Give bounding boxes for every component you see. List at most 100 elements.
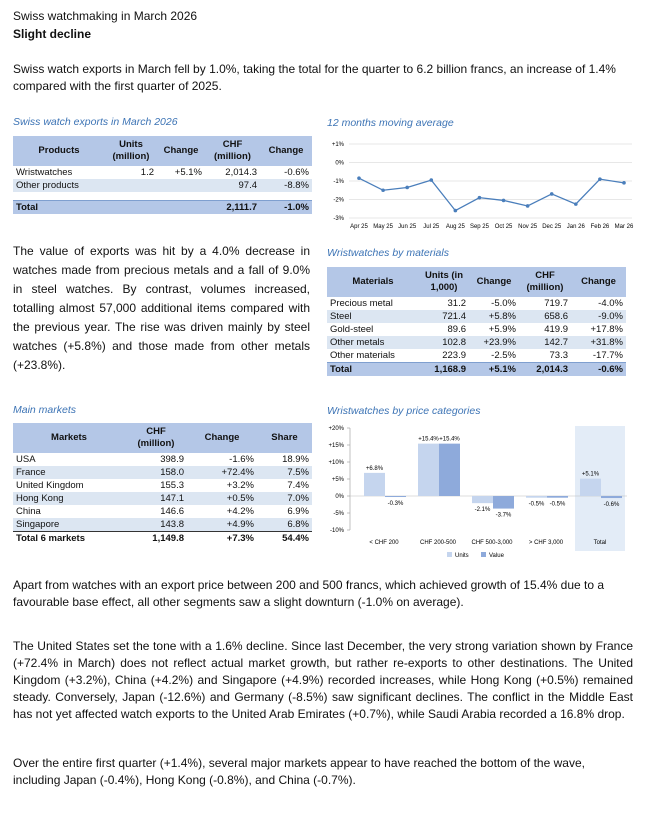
y-tick-label: +5% <box>332 477 345 483</box>
x-tick-label: CHF 200-500 <box>420 540 457 546</box>
table-cell: +4.2% <box>226 506 254 517</box>
table-cell: 223.9 <box>442 350 466 361</box>
column-header: Change <box>260 136 312 166</box>
bar <box>439 443 460 496</box>
data-label: +15.4% <box>439 437 460 443</box>
table-cell: -5.0% <box>491 298 516 309</box>
column-header: Markets <box>13 423 125 453</box>
table-cell: 18.9% <box>282 454 309 465</box>
line-chart: 12 months moving average +1% 0% -1% -2% -3% Ap… <box>327 117 634 230</box>
y-tick-label: -1% <box>333 179 344 185</box>
y-tick-label: -2% <box>333 198 344 204</box>
x-tick-label: < CHF 200 <box>369 540 399 546</box>
y-tick-label: -5% <box>333 511 344 517</box>
table-cell: -0.6% <box>571 362 626 376</box>
empty-cell <box>105 179 157 192</box>
bar <box>493 496 514 509</box>
table-cell: Gold-steel <box>330 324 374 335</box>
table-cell: Singapore <box>13 518 125 532</box>
header-row: Markets CHF (million) Change Share <box>13 423 312 453</box>
table-cell: 6.8% <box>257 518 312 532</box>
data-label: +5.1% <box>582 472 600 478</box>
chart-title: 12 months moving average <box>327 117 454 129</box>
table-cell: 143.8 <box>125 518 187 532</box>
y-tick-label: -3% <box>333 216 344 222</box>
table-row: Wristwatches 1.2 +5.1% 2,014.3 -0.6% <box>13 166 312 179</box>
column-header: Change <box>469 267 519 297</box>
table-cell: +72.4% <box>187 466 257 479</box>
total-row: Total 6 markets 1,149.8 +7.3% 54.4% <box>13 531 312 545</box>
column-header: Units (million) <box>105 136 157 166</box>
legend-label: Units <box>455 553 469 559</box>
y-tick-label: 0% <box>335 161 344 167</box>
marker <box>525 204 530 208</box>
x-tick-label: Aug 25 <box>446 224 466 230</box>
bar-chart: Wristwatches by price categories +20% +15%… <box>327 405 627 559</box>
column-header: Units (in 1,000) <box>419 267 469 297</box>
column-header: Change <box>571 267 626 297</box>
data-label: -0.5% <box>529 502 545 508</box>
table-cell: Wristwatches <box>16 167 73 178</box>
bar <box>472 496 493 504</box>
table-cell: +4.9% <box>187 518 257 532</box>
marker <box>429 178 434 182</box>
column-header: Change <box>157 136 205 166</box>
table-row: China 146.6 +4.2% 6.9% <box>13 505 312 518</box>
x-tick-label: > CHF 3,000 <box>529 540 564 546</box>
table-cell: 419.9 <box>544 324 568 335</box>
table-cell: +17.8% <box>590 324 624 335</box>
column-header: CHF (million) <box>519 267 571 297</box>
table-cell: -2.5% <box>491 350 516 361</box>
table: Markets CHF (million) Change Share USA 398.9-… <box>13 423 312 545</box>
table-cell: +5.8% <box>469 310 519 323</box>
table-cell: +5.1% <box>174 167 202 178</box>
table-cell: Hong Kong <box>13 492 125 505</box>
table-cell: +5.1% <box>469 362 519 376</box>
bar <box>385 496 406 498</box>
table-cell: Other materials <box>330 350 395 361</box>
data-label: +15.4% <box>418 437 439 443</box>
table-row: Other materials 223.9 -2.5% 73.3 -17.7% <box>327 349 626 363</box>
empty-cell <box>157 179 205 192</box>
page-title: Swiss watchmaking in March 2026 <box>13 9 198 23</box>
table-cell: United Kingdom <box>16 480 84 491</box>
marker <box>453 208 458 213</box>
x-tick-label: Sep 25 <box>470 224 490 230</box>
header-row: Products Units (million) Change CHF (millio… <box>13 136 312 166</box>
x-tick-label: CHF 500-3,000 <box>471 540 513 546</box>
table-cell: Total <box>13 200 105 214</box>
table-cell: 1,149.8 <box>125 531 187 545</box>
x-tick-label: Mar 26 <box>615 224 634 230</box>
table-row: Precious metal 31.2 -5.0% 719.7 -4.0% <box>327 297 626 310</box>
table: Products Units (million) Change CHF (millio… <box>13 136 312 214</box>
data-label: -0.5% <box>550 502 566 508</box>
bar <box>580 478 601 496</box>
column-header: Products <box>13 136 105 166</box>
table-cell: 1.2 <box>140 167 154 178</box>
column-header: Share <box>257 423 312 453</box>
table-cell: 142.7 <box>519 336 571 349</box>
x-tick-label: Jun 25 <box>398 224 417 230</box>
marker <box>357 176 361 181</box>
table-cell: 7.5% <box>257 466 312 479</box>
column-header: CHF (million) <box>125 423 187 453</box>
table-cell: France <box>13 466 125 479</box>
table-cell: 719.7 <box>544 298 568 309</box>
table-cell: 155.3 <box>160 480 184 491</box>
table-row: USA 398.9 -1.6% 18.9% <box>13 453 312 466</box>
table-cell: 1,168.9 <box>419 362 469 376</box>
x-tick-label: Jan 26 <box>567 224 586 230</box>
paragraph: Apart from watches with an export price … <box>13 578 605 609</box>
table-cell: -17.7% <box>592 350 623 361</box>
marker <box>405 185 409 190</box>
table-cell: 54.4% <box>257 531 312 545</box>
y-tick-label: +10% <box>328 460 344 466</box>
table-cell: -9.0% <box>571 310 626 323</box>
table-cell: 6.9% <box>287 506 309 517</box>
table-cell: -8.8% <box>260 179 312 192</box>
marker <box>574 202 578 206</box>
y-tick-label: +1% <box>332 142 345 148</box>
table-cell: 721.4 <box>419 310 469 323</box>
legend-swatch <box>447 552 452 557</box>
marker <box>501 198 506 203</box>
